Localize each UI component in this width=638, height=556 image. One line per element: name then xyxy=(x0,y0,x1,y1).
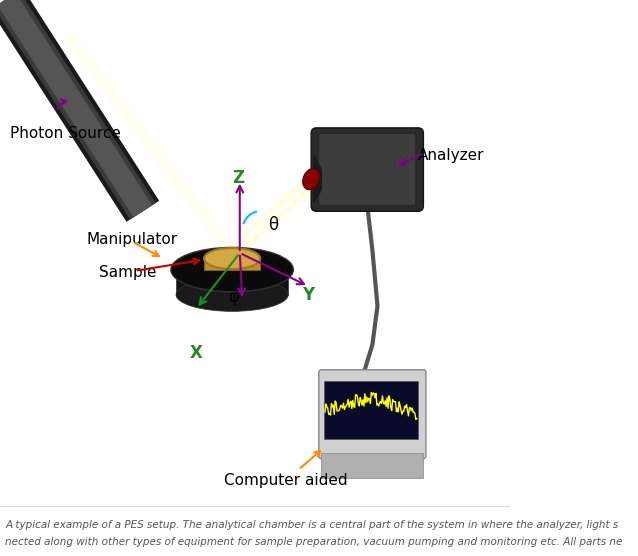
Text: φ: φ xyxy=(228,289,239,306)
Text: nected along with other types of equipment for sample preparation, vacuum pumpin: nected along with other types of equipme… xyxy=(5,537,623,547)
Text: Sample: Sample xyxy=(100,265,157,280)
FancyBboxPatch shape xyxy=(319,133,416,206)
FancyBboxPatch shape xyxy=(176,267,288,295)
Ellipse shape xyxy=(303,168,320,190)
FancyBboxPatch shape xyxy=(204,257,260,270)
Ellipse shape xyxy=(204,248,260,269)
Text: Manipulator: Manipulator xyxy=(87,232,178,246)
Text: Z: Z xyxy=(233,169,245,187)
FancyBboxPatch shape xyxy=(319,370,426,459)
Text: A typical example of a PES setup. The analytical chamber is a central part of th: A typical example of a PES setup. The an… xyxy=(5,520,618,530)
Ellipse shape xyxy=(176,278,288,311)
FancyBboxPatch shape xyxy=(324,381,419,439)
FancyBboxPatch shape xyxy=(311,128,424,211)
Ellipse shape xyxy=(171,247,293,292)
Text: Photon Source: Photon Source xyxy=(10,126,121,141)
FancyBboxPatch shape xyxy=(322,453,424,478)
Text: Y: Y xyxy=(302,286,315,304)
Text: X: X xyxy=(190,344,203,362)
Polygon shape xyxy=(314,156,322,203)
Text: Computer aided: Computer aided xyxy=(225,474,348,488)
Text: θ: θ xyxy=(268,216,278,234)
Text: Analyzer: Analyzer xyxy=(419,148,485,163)
